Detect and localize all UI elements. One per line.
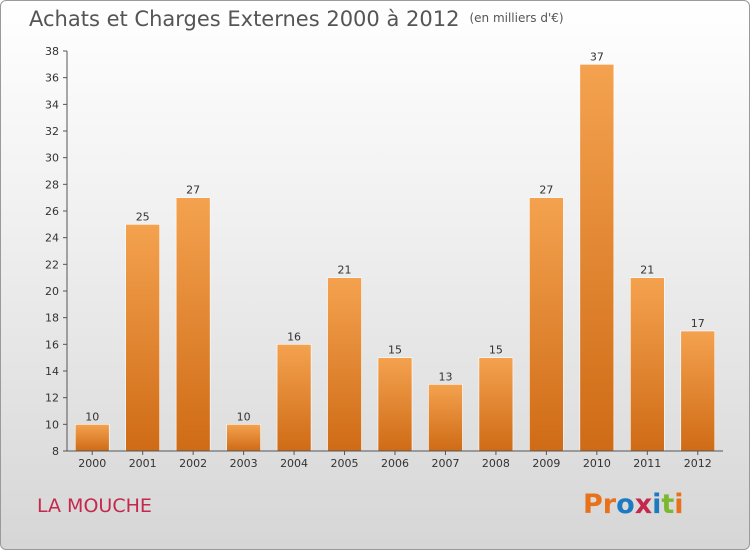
data-label: 27	[539, 184, 553, 197]
bar	[579, 64, 615, 452]
x-axis: 2000 2001 2002 2003 2004 2005 2006 2007 2008 2009…	[67, 450, 723, 470]
y-tick-label: 26	[45, 205, 59, 218]
x-tick-label: 2011	[633, 457, 661, 470]
x-tick-label: 2001	[129, 457, 157, 470]
y-tick-label: 36	[45, 72, 59, 85]
y-tick-label: 30	[45, 152, 59, 165]
y-axis: 8 10 12 14 16 18 20 22 24 26 28 30 32 34 36 38	[45, 45, 68, 458]
x-tick-label: 2008	[482, 457, 510, 470]
data-label: 21	[640, 264, 654, 277]
bar	[74, 424, 110, 452]
brand-letter: r	[602, 489, 617, 520]
data-label: 27	[186, 184, 200, 197]
bar	[377, 357, 413, 452]
chart-title: Achats et Charges Externes 2000 à 2012 (e…	[29, 7, 564, 31]
x-tick-label: 2010	[583, 457, 611, 470]
brand-letter: o	[616, 489, 635, 520]
data-label: 16	[287, 330, 301, 343]
x-tick-label: 2009	[532, 457, 560, 470]
bar	[680, 330, 716, 452]
bar	[327, 277, 362, 452]
x-tick-label: 2007	[431, 457, 459, 470]
x-tick-label: 2004	[280, 457, 308, 470]
x-tick-label: 2003	[230, 457, 258, 470]
y-tick-label: 28	[45, 178, 59, 191]
chart-title-text: Achats et Charges Externes 2000 à 2012	[29, 7, 460, 31]
commune-name: LA MOUCHE	[37, 495, 152, 517]
brand-letter: P	[583, 489, 603, 520]
bar	[175, 197, 211, 452]
data-label: 37	[590, 50, 604, 63]
bar	[529, 197, 564, 452]
data-label: 25	[136, 210, 150, 223]
data-label: 13	[438, 370, 452, 383]
data-label: 21	[338, 264, 352, 277]
y-tick-label: 34	[45, 98, 59, 111]
bar	[125, 224, 160, 452]
y-tick-label: 32	[45, 125, 59, 138]
y-tick-label: 22	[45, 258, 59, 271]
brand-letter: t	[661, 489, 675, 520]
data-label: 15	[489, 344, 503, 357]
x-tick-label: 2000	[78, 457, 106, 470]
bar	[276, 344, 312, 452]
x-tick-label: 2005	[331, 457, 359, 470]
data-label: 17	[691, 317, 705, 330]
bar	[478, 357, 514, 452]
y-tick-label: 38	[45, 45, 59, 58]
x-tick-label: 2002	[179, 457, 207, 470]
data-label: 10	[237, 410, 251, 423]
data-label: 15	[388, 344, 402, 357]
chart-unit: (en milliers d'€)	[469, 11, 564, 25]
y-tick-label: 12	[45, 392, 59, 405]
data-label: 10	[85, 410, 99, 423]
y-tick-label: 18	[45, 312, 59, 325]
bar	[428, 384, 463, 452]
y-tick-label: 24	[45, 232, 59, 245]
y-tick-label: 14	[45, 365, 59, 378]
x-tick-label: 2006	[381, 457, 409, 470]
x-tick-label: 2012	[684, 457, 712, 470]
y-tick-label: 20	[45, 285, 59, 298]
brand-letter: i	[674, 489, 684, 520]
proxiti-logo[interactable]: Proxiti	[583, 489, 684, 520]
bar	[226, 424, 261, 452]
y-tick-label: 10	[45, 418, 59, 431]
brand-letter: x	[634, 489, 653, 520]
y-tick-label: 16	[45, 338, 59, 351]
bar	[630, 277, 665, 452]
brand-letter: i	[652, 489, 662, 520]
bars: 10 25 27 10 16 21 15 13 15 27 37 21 17	[74, 50, 716, 452]
y-tick-label: 8	[52, 445, 59, 458]
